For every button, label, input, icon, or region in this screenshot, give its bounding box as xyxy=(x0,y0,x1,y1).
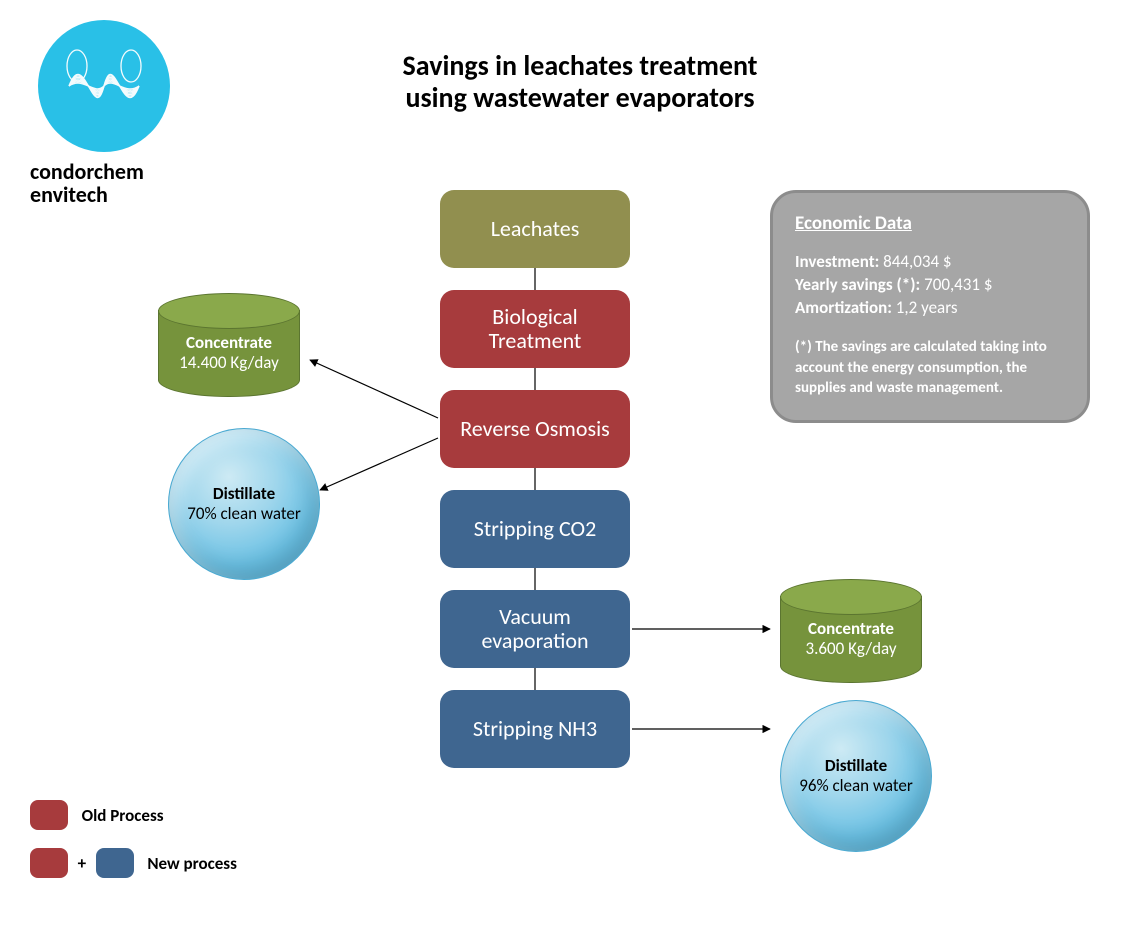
distillate1-value: 70% clean water xyxy=(187,504,301,524)
sphere-distillate-1: Distillate 70% clean water xyxy=(168,428,320,580)
node-leachates-label: Leachates xyxy=(491,217,580,241)
node-stripping-co2-label: Stripping CO2 xyxy=(474,517,597,541)
title-line2: using wastewater evaporators xyxy=(300,82,860,114)
cylinder-concentrate-1: Concentrate 14.400 Kg/day xyxy=(158,310,298,397)
legend-old-text: Old Process xyxy=(82,805,164,826)
legend-old-swatch xyxy=(30,800,68,830)
econ-savings: Yearly savings (*): 700,431 $ xyxy=(795,274,1065,297)
logo-text: condorchem envitech xyxy=(30,160,144,206)
page-title: Savings in leachates treatment using was… xyxy=(300,50,860,114)
logo-line2: envitech xyxy=(30,183,144,206)
sphere-distillate-2: Distillate 96% clean water xyxy=(780,700,932,852)
cylinder-concentrate-2: Concentrate 3.600 Kg/day xyxy=(780,596,920,683)
econ-savings-label: Yearly savings (*): xyxy=(795,274,920,295)
legend-new-swatch-blue xyxy=(96,848,134,878)
logo-icon xyxy=(38,20,170,152)
econ-amort-value: 1,2 years xyxy=(896,297,958,318)
node-vacuum-evaporation: Vacuum evaporation xyxy=(440,590,630,668)
node-reverse-osmosis-label: Reverse Osmosis xyxy=(460,417,610,441)
title-line1: Savings in leachates treatment xyxy=(300,50,860,82)
diagram-canvas: condorchem envitech Savings in leachates… xyxy=(0,0,1122,927)
concentrate2-label: Concentrate xyxy=(808,619,894,639)
legend-new: + New process xyxy=(30,848,237,878)
logo-line1: condorchem xyxy=(30,160,144,183)
legend-new-text: New process xyxy=(147,853,237,874)
economic-heading: Economic Data xyxy=(795,211,1065,237)
econ-savings-value: 700,431 $ xyxy=(924,274,992,295)
econ-note: (*) The savings are calculated taking in… xyxy=(795,337,1065,398)
distillate2-label: Distillate xyxy=(825,756,887,776)
node-biological-label: Biological Treatment xyxy=(446,305,624,353)
econ-amort-label: Amortization: xyxy=(795,297,892,318)
legend-plus: + xyxy=(78,853,86,874)
econ-investment-label: Investment: xyxy=(795,251,879,272)
legend-new-swatch-red xyxy=(30,848,68,878)
node-stripping-co2: Stripping CO2 xyxy=(440,490,630,568)
node-biological: Biological Treatment xyxy=(440,290,630,368)
concentrate2-value: 3.600 Kg/day xyxy=(805,639,896,659)
concentrate1-value: 14.400 Kg/day xyxy=(179,353,279,373)
economic-panel: Economic Data Investment: 844,034 $ Year… xyxy=(770,190,1090,423)
econ-amort: Amortization: 1,2 years xyxy=(795,297,1065,320)
econ-investment-value: 844,034 $ xyxy=(883,251,951,272)
econ-investment: Investment: 844,034 $ xyxy=(795,251,1065,274)
legend-old: Old Process xyxy=(30,800,164,830)
node-stripping-nh3: Stripping NH3 xyxy=(440,690,630,768)
concentrate1-label: Concentrate xyxy=(186,333,272,353)
node-reverse-osmosis: Reverse Osmosis xyxy=(440,390,630,468)
node-leachates: Leachates xyxy=(440,190,630,268)
distillate1-label: Distillate xyxy=(213,484,275,504)
distillate2-value: 96% clean water xyxy=(799,776,913,796)
node-stripping-nh3-label: Stripping NH3 xyxy=(473,717,597,741)
node-vacuum-evaporation-label: Vacuum evaporation xyxy=(446,605,624,653)
